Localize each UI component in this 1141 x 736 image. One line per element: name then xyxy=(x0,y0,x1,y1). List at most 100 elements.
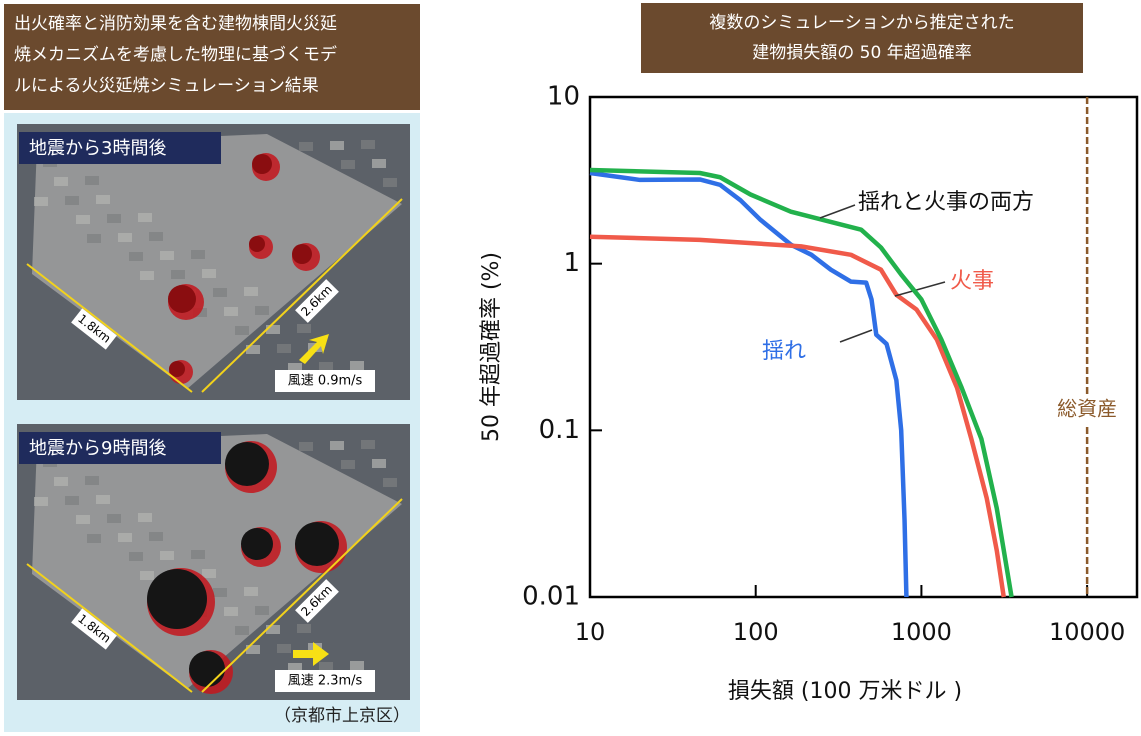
page: 出火確率と消防効果を含む建物棟間火災延 焼メカニズムを考慮した物理に基づくモデ … xyxy=(0,0,1141,732)
texture xyxy=(277,344,291,353)
texture xyxy=(330,441,344,450)
aerial-panel: 地震から3時間後1.8km2.6km風速 0.9m/s xyxy=(17,124,410,400)
texture xyxy=(149,232,163,241)
left-title-line: 出火確率と消防効果を含む建物棟間火災延 xyxy=(14,14,337,34)
panel-label: 地震から9時間後 xyxy=(29,438,166,459)
texture xyxy=(372,459,386,468)
texture xyxy=(244,587,258,596)
chart-title: 建物損失額の 50 年超過確率 xyxy=(752,43,971,63)
texture xyxy=(138,513,152,522)
burned-area xyxy=(189,651,225,687)
left-title-line: ルによる火災延焼シミュレーション結果 xyxy=(14,76,319,96)
texture xyxy=(87,234,101,243)
y-tick-label: 0.1 xyxy=(539,415,580,445)
wind-label: 風速 0.9m/s xyxy=(288,374,363,389)
texture xyxy=(107,514,121,523)
texture xyxy=(34,497,48,506)
texture xyxy=(118,233,132,242)
series-label: 揺れと火事の両方 xyxy=(858,190,1034,215)
texture xyxy=(85,176,99,185)
fire-burn xyxy=(292,244,312,264)
label-leader xyxy=(820,205,855,218)
texture xyxy=(76,515,90,524)
texture xyxy=(213,288,227,297)
texture xyxy=(341,160,355,169)
caption: （京都市上京区） xyxy=(274,706,410,726)
texture xyxy=(65,196,79,205)
texture xyxy=(297,324,311,333)
texture xyxy=(372,159,386,168)
texture xyxy=(118,533,132,542)
series-line xyxy=(590,237,1004,597)
reference-label: 総資産 xyxy=(1057,397,1117,421)
series-line xyxy=(590,170,1012,597)
texture xyxy=(235,626,249,635)
texture xyxy=(361,440,375,449)
burned-area xyxy=(225,442,269,486)
fire-burn xyxy=(252,154,272,174)
texture xyxy=(160,251,174,260)
chart-title: 複数のシミュレーションから推定された xyxy=(709,13,1014,33)
texture xyxy=(297,624,311,633)
fire-burn xyxy=(168,285,196,313)
texture xyxy=(299,142,313,151)
texture xyxy=(76,215,90,224)
y-tick-label: 1 xyxy=(563,248,580,278)
texture xyxy=(87,534,101,543)
texture xyxy=(171,270,185,279)
label-leader xyxy=(840,330,872,342)
texture xyxy=(149,532,163,541)
texture xyxy=(319,362,333,371)
texture xyxy=(213,588,227,597)
texture xyxy=(85,476,99,485)
texture xyxy=(191,550,205,559)
y-tick-label: 10 xyxy=(547,82,580,112)
texture xyxy=(96,195,110,204)
texture xyxy=(361,140,375,149)
x-tick-label: 1000 xyxy=(891,618,952,646)
texture xyxy=(350,361,364,370)
texture xyxy=(255,306,269,315)
texture xyxy=(160,551,174,560)
panel-label: 地震から3時間後 xyxy=(29,138,166,159)
texture xyxy=(54,477,68,486)
texture xyxy=(191,250,205,259)
texture xyxy=(54,177,68,186)
texture xyxy=(129,252,143,261)
texture xyxy=(96,495,110,504)
texture xyxy=(129,552,143,561)
label-leader xyxy=(895,282,945,296)
x-axis-title: 損失額 (100 万米ドル ) xyxy=(728,679,962,704)
texture xyxy=(224,607,238,616)
texture xyxy=(107,214,121,223)
texture xyxy=(383,178,397,187)
texture xyxy=(235,326,249,335)
texture xyxy=(140,571,154,580)
left-title-line: 焼メカニズムを考慮した物理に基づくモデ xyxy=(14,44,337,65)
wind-label: 風速 2.3m/s xyxy=(288,674,363,689)
texture xyxy=(319,662,333,671)
texture xyxy=(277,644,291,653)
series-label: 火事 xyxy=(950,269,994,294)
texture xyxy=(330,141,344,150)
series-label: 揺れ xyxy=(762,339,806,364)
burned-area xyxy=(241,528,273,560)
fire-burn xyxy=(169,361,185,377)
texture xyxy=(34,197,48,206)
texture xyxy=(299,442,313,451)
x-tick-label: 10 xyxy=(575,618,606,646)
texture xyxy=(350,661,364,670)
burned-area xyxy=(147,569,207,629)
y-axis-title: 50 年超過確率 (%) xyxy=(479,252,504,442)
x-tick-label: 100 xyxy=(733,618,779,646)
texture xyxy=(341,460,355,469)
texture xyxy=(202,569,216,578)
x-tick-label: 10000 xyxy=(1049,618,1125,646)
texture xyxy=(244,287,258,296)
y-tick-label: 0.01 xyxy=(522,582,580,612)
texture xyxy=(255,606,269,615)
burned-area xyxy=(295,522,339,566)
texture xyxy=(140,271,154,280)
texture xyxy=(383,478,397,487)
